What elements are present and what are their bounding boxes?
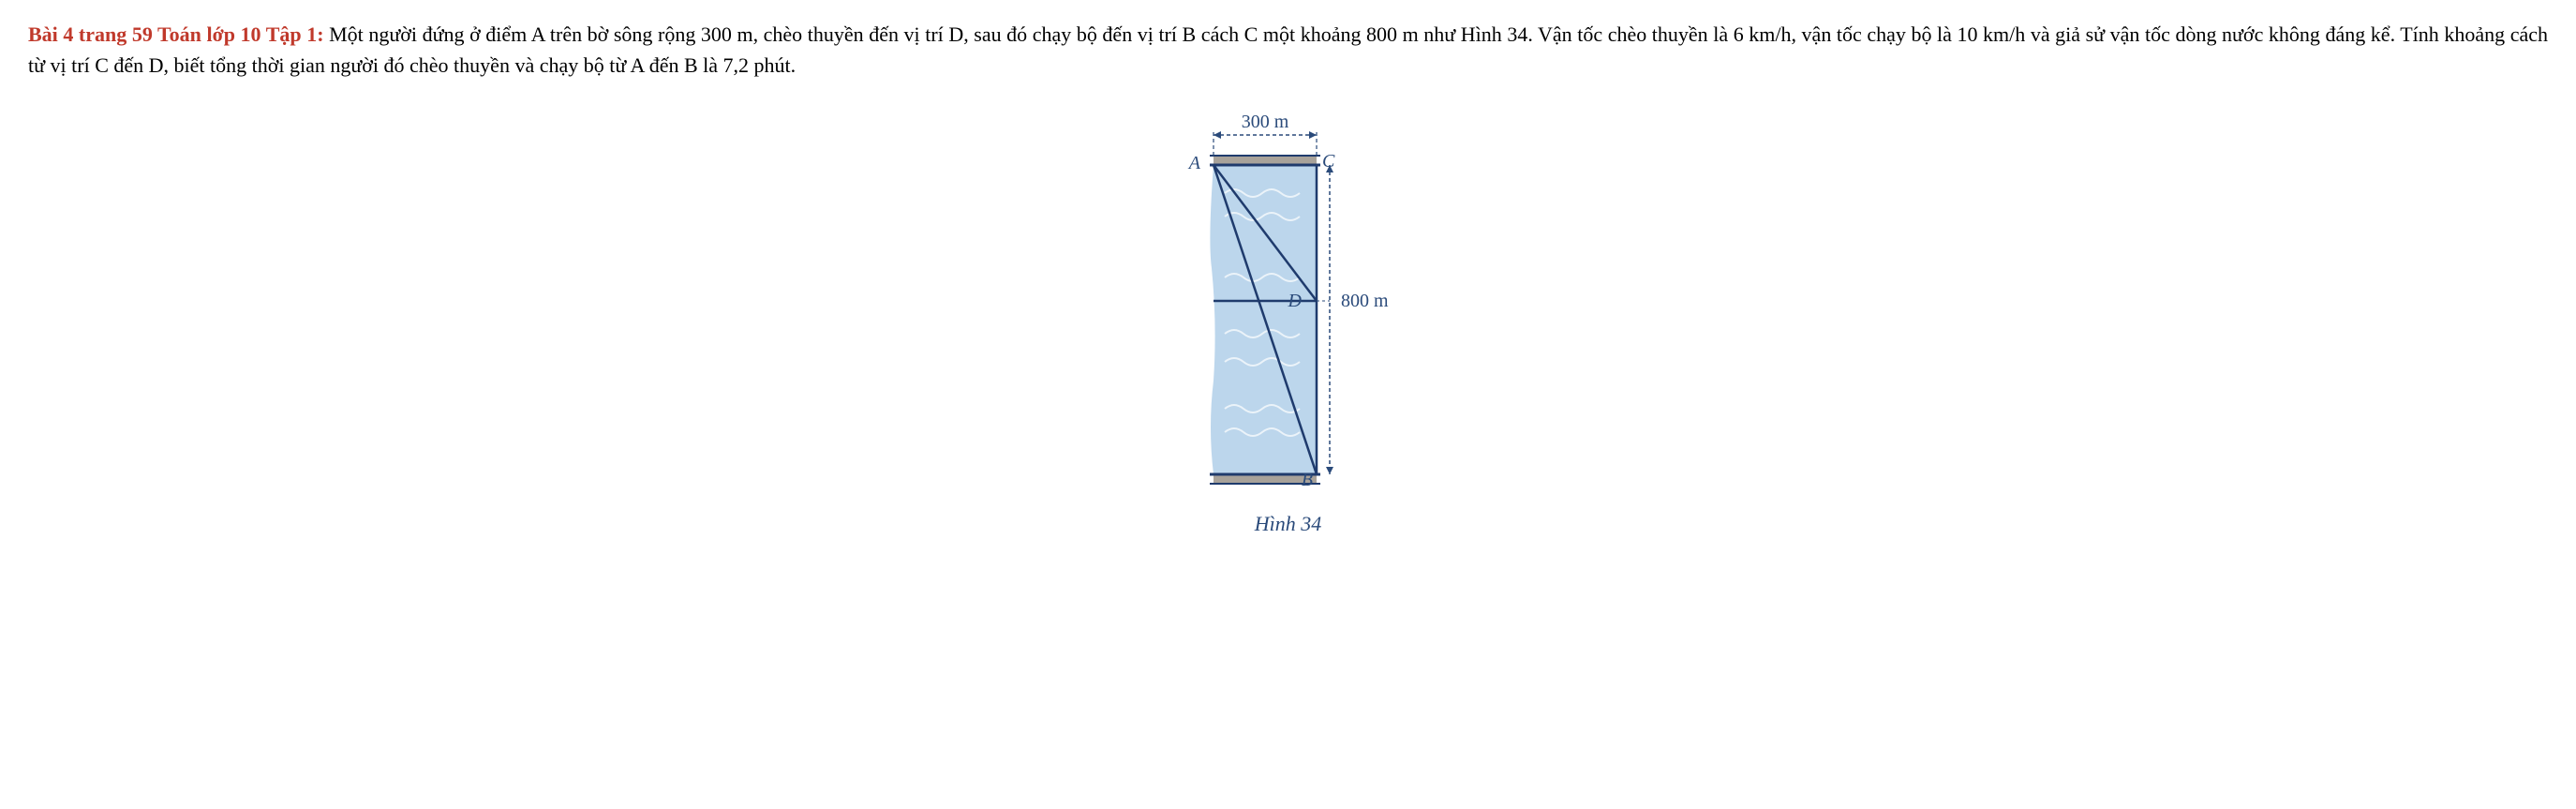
svg-text:A: A bbox=[1186, 153, 1200, 173]
figure-diagram: 300 m 800 m A C D B bbox=[1167, 99, 1410, 502]
figure-caption: Hình 34 bbox=[1255, 508, 1322, 539]
figure-container: 300 m 800 m A C D B Hình 34 bbox=[28, 99, 2548, 539]
svg-text:B: B bbox=[1301, 470, 1312, 490]
exercise-text: Bài 4 trang 59 Toán lớp 10 Tập 1: Một ng… bbox=[28, 19, 2548, 81]
exercise-body: Một người đứng ở điểm A trên bờ sông rộn… bbox=[28, 22, 2548, 77]
figure-wrapper: 300 m 800 m A C D B Hình 34 bbox=[1167, 99, 1410, 539]
exercise-block: Bài 4 trang 59 Toán lớp 10 Tập 1: Một ng… bbox=[28, 19, 2548, 539]
svg-text:C: C bbox=[1322, 151, 1335, 172]
svg-text:D: D bbox=[1287, 291, 1302, 311]
exercise-label: Bài 4 trang 59 Toán lớp 10 Tập 1: bbox=[28, 22, 324, 46]
svg-text:800 m: 800 m bbox=[1341, 291, 1389, 311]
svg-text:300 m: 300 m bbox=[1241, 112, 1288, 132]
